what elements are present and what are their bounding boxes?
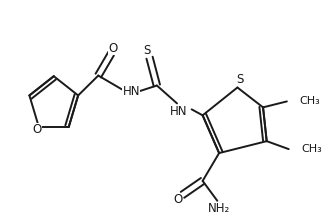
Text: S: S (236, 73, 244, 86)
Text: CH₃: CH₃ (301, 144, 322, 154)
Text: O: O (173, 193, 183, 206)
Text: O: O (108, 42, 118, 55)
Text: NH₂: NH₂ (208, 202, 230, 215)
Text: HN: HN (170, 105, 188, 118)
Text: HN: HN (122, 85, 140, 98)
Text: S: S (143, 44, 150, 57)
Text: CH₃: CH₃ (300, 96, 320, 106)
Text: O: O (32, 123, 42, 136)
